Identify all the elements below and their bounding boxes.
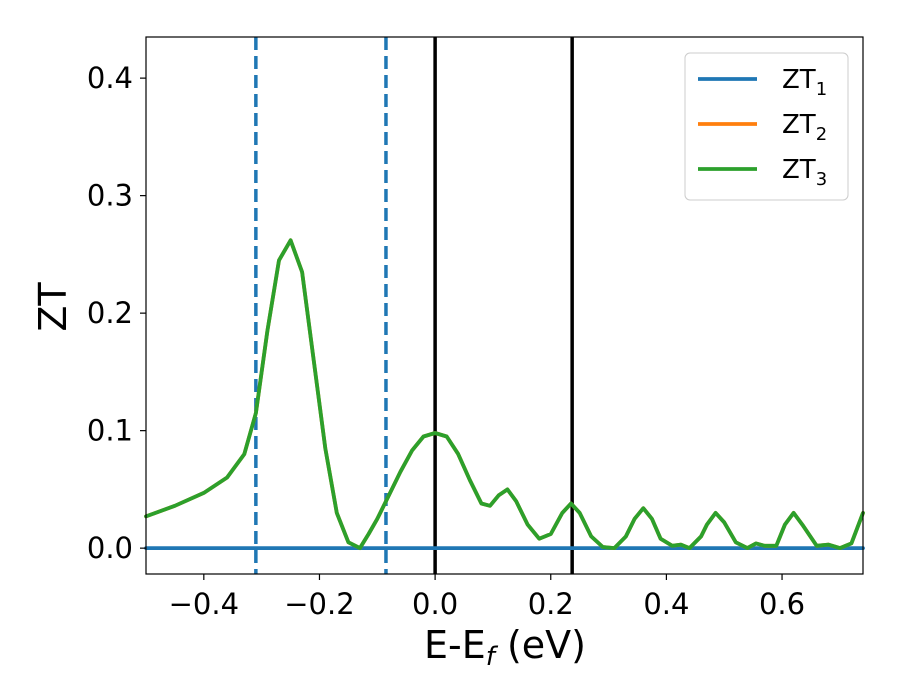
y-axis-title: ZT (31, 282, 75, 332)
x-axis-title-unit: (eV) (495, 623, 586, 667)
legend-label-sub: 1 (816, 79, 827, 100)
y-tick-label: 0.2 (87, 296, 133, 330)
x-axis-ticks: −0.4 −0.2 0.0 0.2 0.4 0.6 (169, 574, 805, 621)
x-tick-label: 0.0 (412, 587, 458, 621)
y-tick-label: 0.3 (87, 179, 133, 213)
legend-label-sub: 2 (816, 124, 827, 145)
x-axis-title: E-Ef (eV) (424, 623, 586, 672)
x-axis-title-main: E-E (424, 623, 486, 667)
x-tick-label: −0.2 (284, 587, 354, 621)
y-tick-label: 0.1 (87, 414, 133, 448)
series-layer (144, 238, 865, 550)
legend-label-main: ZT (782, 110, 816, 140)
legend-label-sub: 3 (816, 169, 827, 190)
legend-label-main: ZT (782, 155, 816, 185)
series-line-zt3 (144, 238, 865, 550)
legend-label-zt3: ZT3 (782, 155, 827, 190)
legend-label-main: ZT (782, 65, 816, 95)
legend-box (684, 52, 849, 201)
y-tick-label: 0.0 (87, 531, 133, 565)
x-tick-label: −0.4 (169, 587, 239, 621)
x-tick-label: 0.4 (643, 587, 689, 621)
legend-label-zt1: ZT1 (782, 65, 827, 100)
x-tick-label: 0.6 (759, 587, 805, 621)
vertical-reference-lines (254, 37, 574, 574)
y-axis-ticks: 0.0 0.1 0.2 0.3 0.4 (87, 61, 146, 565)
legend-label-zt2: ZT2 (782, 110, 827, 145)
plot-frame (145, 36, 864, 575)
y-tick-label: 0.4 (87, 61, 133, 95)
x-tick-label: 0.2 (528, 587, 574, 621)
